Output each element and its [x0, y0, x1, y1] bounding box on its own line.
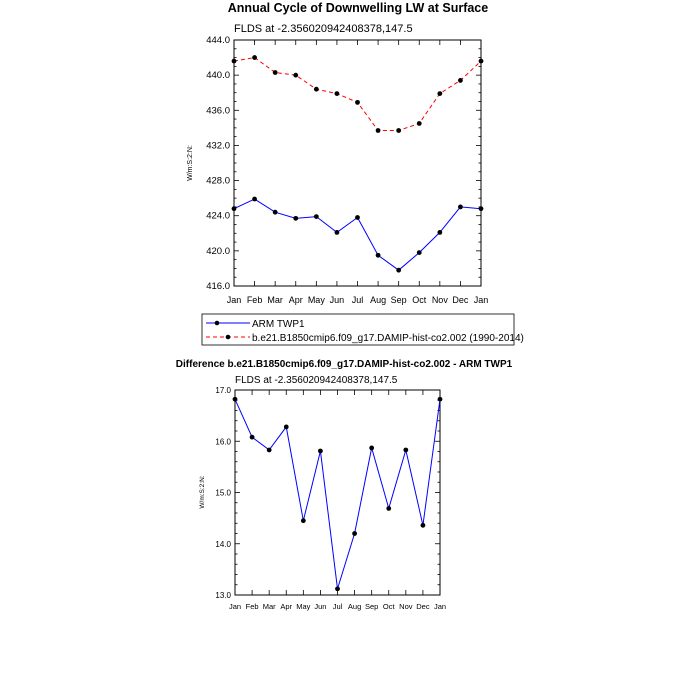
series-1-point: [437, 91, 443, 96]
x-tick-label: Feb: [246, 602, 259, 611]
series-1-point: [293, 72, 299, 78]
series-0-point: [283, 424, 289, 430]
x-tick-label: Jan: [227, 295, 242, 305]
x-tick-label: Aug: [348, 602, 361, 611]
series-line-0: [234, 399, 441, 589]
x-tick-label: Jan: [229, 602, 241, 611]
top-chart-subtitle: FLDS at -2.356020942408378,147.5: [234, 23, 413, 35]
x-tick-label: Apr: [289, 295, 303, 305]
series-1-point: [252, 55, 257, 60]
series-0-point: [352, 531, 357, 536]
series-0-point: [232, 396, 238, 402]
x-tick-label: Apr: [280, 602, 292, 611]
series-line-0: [233, 198, 482, 271]
series-0-point: [478, 206, 484, 212]
series-1-point: [272, 70, 278, 75]
series-0-point: [293, 215, 299, 221]
series-0-point: [249, 434, 255, 440]
x-tick-label: Jul: [333, 602, 343, 611]
series-0-point: [369, 445, 375, 451]
series-0-point: [437, 230, 443, 235]
bottom-chart-ylabel: W/m:S:2:N:: [199, 475, 206, 508]
bottom-chart-subtitle: FLDS at -2.356020942408378,147.5: [235, 375, 398, 386]
series-1-point: [478, 58, 484, 64]
x-tick-label: May: [308, 295, 326, 305]
series-0-point: [335, 586, 340, 592]
y-tick-label: 13.0: [215, 591, 231, 600]
x-tick-label: Dec: [452, 295, 469, 305]
y-tick-label: 424.0: [206, 211, 230, 222]
series-0-point: [420, 522, 426, 528]
y-tick-label: 17.0: [215, 386, 231, 395]
x-tick-label: Sep: [365, 602, 378, 611]
x-tick-label: Oct: [383, 602, 396, 611]
y-tick-label: 14.0: [215, 540, 231, 549]
series-0-point: [396, 267, 402, 273]
x-tick-label: Sep: [391, 295, 407, 305]
top-chart-ylabel: W/m:S:2:N:: [187, 145, 194, 181]
top-chart: 416.0 420.0 424.0 428.0 432.0 436.0 440.0 444.0…: [206, 35, 488, 305]
x-tick-label: May: [296, 602, 310, 611]
series-1-point: [458, 78, 463, 83]
series-1-point: [231, 58, 237, 64]
x-tick-label: Jun: [314, 602, 326, 611]
series-0-point: [300, 518, 306, 524]
legend-box: [201, 313, 515, 346]
series-0-point: [313, 214, 319, 219]
series-1-point: [416, 121, 422, 126]
y-tick-label: 428.0: [206, 176, 230, 187]
series-0-point: [416, 250, 422, 256]
x-tick-label: Jan: [434, 602, 446, 611]
x-tick-label: Aug: [370, 295, 386, 305]
legend-label-model: b.e21.B1850cmip6.f09_g17.DAMIP-hist-co2.…: [252, 333, 524, 344]
series-0-point: [437, 396, 443, 402]
bottom-chart-title: Difference b.e21.B1850cmip6.f09_g17.DAMI…: [176, 359, 513, 370]
x-tick-label: Mar: [263, 602, 276, 611]
legend-label-arm: ARM TWP1: [252, 319, 305, 330]
x-tick-label: Jun: [330, 295, 345, 305]
bottom-chart: 13.0 14.0 15.0 16.0 17.0 Jan Feb Mar Apr May Jun Ju…: [215, 386, 446, 611]
series-0-point: [403, 447, 409, 453]
x-tick-label: Nov: [399, 602, 413, 611]
series-1-point: [313, 86, 319, 92]
series-0-point: [355, 215, 360, 220]
series-0-point: [231, 206, 237, 212]
y-tick-label: 440.0: [206, 70, 230, 81]
x-tick-label: Dec: [416, 602, 430, 611]
series-1-point: [334, 91, 340, 96]
legend: ARM TWP1 b.e21.B1850cmip6.f09_g17.DAMIP-…: [201, 313, 524, 346]
series-line-1: [233, 57, 482, 131]
series-0-point: [334, 230, 340, 235]
y-tick-label: 416.0: [206, 281, 230, 292]
x-tick-label: Nov: [432, 295, 449, 305]
x-tick-label: Mar: [267, 295, 283, 305]
x-tick-label: Oct: [412, 295, 427, 305]
y-tick-label: 420.0: [206, 246, 230, 257]
plot-frame: [233, 39, 482, 287]
series-1-point: [355, 99, 360, 105]
y-tick-label: 436.0: [206, 105, 230, 116]
series-0-point: [386, 505, 392, 511]
series-0-point: [252, 196, 257, 202]
y-tick-label: 15.0: [215, 489, 231, 498]
plot-frame: [234, 389, 441, 596]
y-tick-label: 444.0: [206, 35, 230, 46]
series-0-point: [272, 209, 278, 215]
legend-marker-arm: [214, 320, 220, 326]
top-chart-title: Annual Cycle of Downwelling LW at Surfac…: [228, 1, 488, 15]
y-tick-label: 432.0: [206, 140, 230, 151]
series-1-point: [375, 128, 381, 133]
x-tick-label: Jan: [474, 295, 489, 305]
series-0-point: [375, 252, 381, 258]
series-0-point: [458, 204, 463, 210]
legend-marker-model: [225, 334, 231, 340]
series-0-point: [266, 447, 272, 453]
series-1-point: [396, 128, 402, 133]
x-tick-label: Feb: [247, 295, 263, 305]
y-tick-label: 16.0: [215, 437, 231, 446]
x-tick-label: Jul: [352, 295, 364, 305]
series-0-point: [318, 448, 323, 454]
